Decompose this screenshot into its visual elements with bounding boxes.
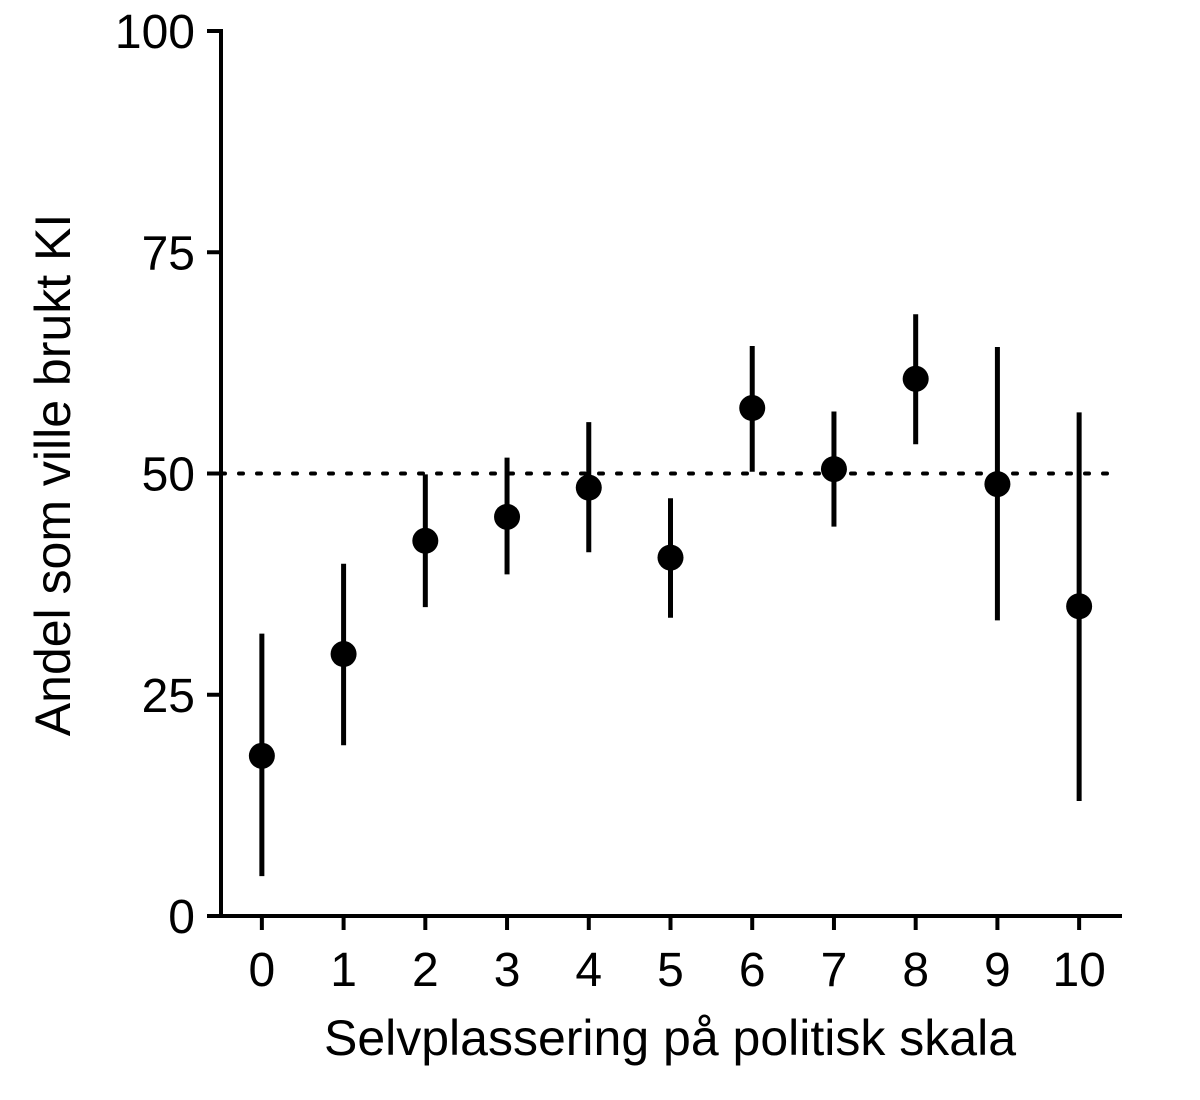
data-point-9 xyxy=(984,471,1011,498)
x-axis-title: Selvplassering på politisk skala xyxy=(324,1010,1016,1066)
data-point-3 xyxy=(494,503,521,530)
x-tick-label-8: 8 xyxy=(902,944,929,997)
y-tick-label-100: 100 xyxy=(115,6,195,59)
x-tick-label-2: 2 xyxy=(412,944,439,997)
y-tick-label-0: 0 xyxy=(168,891,195,944)
y-tick-label-50: 50 xyxy=(142,449,195,502)
data-point-4 xyxy=(575,474,602,501)
data-point-7 xyxy=(820,456,847,483)
data-point-1 xyxy=(330,641,357,668)
x-tick-label-9: 9 xyxy=(984,944,1011,997)
data-point-10 xyxy=(1066,593,1093,620)
data-point-5 xyxy=(657,544,684,571)
y-tick-label-25: 25 xyxy=(142,670,195,723)
data-point-2 xyxy=(412,527,439,554)
x-tick-label-10: 10 xyxy=(1052,944,1105,997)
data-point-6 xyxy=(739,395,766,422)
y-axis: 0 25 50 75 100 xyxy=(115,6,223,944)
data-point-8 xyxy=(902,365,929,392)
x-tick-label-4: 4 xyxy=(575,944,602,997)
x-axis: 0 1 2 3 4 5 6 7 8 9 10 xyxy=(219,914,1122,997)
y-axis-title: Andel som ville brukt KI xyxy=(25,214,81,736)
data-point-0 xyxy=(248,742,275,769)
x-tick-label-1: 1 xyxy=(330,944,357,997)
x-tick-label-0: 0 xyxy=(249,944,276,997)
y-tick-label-75: 75 xyxy=(142,227,195,280)
x-tick-label-7: 7 xyxy=(821,944,848,997)
x-tick-label-3: 3 xyxy=(494,944,521,997)
plot-area xyxy=(219,314,1122,877)
x-tick-label-6: 6 xyxy=(739,944,766,997)
x-tick-label-5: 5 xyxy=(657,944,684,997)
